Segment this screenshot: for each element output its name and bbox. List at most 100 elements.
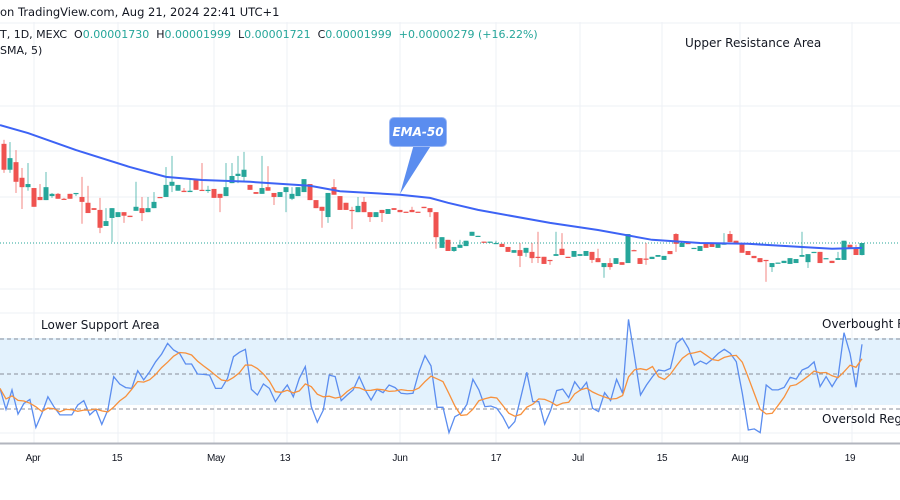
candle bbox=[445, 239, 451, 251]
candles bbox=[1, 139, 865, 282]
candle-body bbox=[61, 198, 67, 200]
x-tick-label: Aug bbox=[731, 453, 749, 464]
candle-body bbox=[679, 242, 685, 247]
candle bbox=[49, 192, 55, 198]
candle bbox=[679, 242, 685, 247]
candle-body bbox=[847, 244, 853, 248]
candle-body bbox=[133, 206, 139, 211]
candle-body bbox=[139, 208, 145, 214]
x-tick-label: Jul bbox=[572, 453, 584, 464]
candle-body bbox=[403, 211, 409, 213]
candle-body bbox=[757, 258, 763, 263]
candle-body bbox=[835, 258, 841, 260]
candle bbox=[607, 258, 613, 270]
candle-body bbox=[805, 254, 811, 263]
candle-body bbox=[103, 221, 109, 226]
candle-body bbox=[7, 158, 13, 170]
candle-body bbox=[73, 192, 79, 195]
candle bbox=[253, 192, 259, 194]
close-value: 0.00001999 bbox=[325, 28, 392, 41]
candle bbox=[535, 231, 541, 264]
candle-body bbox=[595, 258, 601, 263]
candle-body bbox=[505, 246, 511, 252]
candle bbox=[139, 196, 145, 222]
candle bbox=[775, 262, 781, 264]
candle bbox=[511, 250, 517, 253]
candle bbox=[745, 250, 751, 256]
candle bbox=[199, 163, 205, 192]
candle-body bbox=[355, 205, 361, 213]
candle-body bbox=[121, 212, 127, 216]
candle-body bbox=[85, 202, 91, 214]
candle bbox=[235, 155, 241, 184]
candle-body bbox=[577, 254, 583, 256]
candle-body bbox=[451, 246, 457, 251]
candle-body bbox=[583, 250, 589, 256]
candle bbox=[547, 259, 553, 265]
candle-body bbox=[439, 237, 445, 248]
candle-body bbox=[43, 187, 49, 201]
symbol-info: T, 1D, MEXC bbox=[0, 28, 68, 41]
candle-body bbox=[229, 175, 235, 184]
candle-body bbox=[535, 256, 541, 258]
candle-body bbox=[787, 258, 793, 264]
candle-body bbox=[673, 234, 679, 244]
candle bbox=[691, 247, 697, 250]
candle-body bbox=[37, 196, 43, 201]
candle-body bbox=[313, 200, 319, 209]
candle-body bbox=[649, 256, 655, 260]
published-header: on TradingView.com, Aug 21, 2024 22:41 U… bbox=[0, 5, 280, 19]
candle bbox=[163, 167, 169, 197]
x-tick-label: 17 bbox=[490, 453, 502, 464]
candle bbox=[727, 230, 733, 243]
candle-body bbox=[589, 251, 595, 260]
candle bbox=[487, 241, 493, 243]
candle-body bbox=[607, 263, 613, 268]
candle-body bbox=[631, 250, 637, 252]
candle bbox=[229, 163, 235, 184]
low-label: L bbox=[237, 28, 245, 41]
candle-body bbox=[241, 169, 247, 177]
candle bbox=[733, 240, 739, 243]
candle bbox=[571, 250, 577, 257]
candle-body bbox=[169, 181, 175, 186]
candle bbox=[211, 188, 217, 198]
candle bbox=[505, 246, 511, 252]
candle-body bbox=[685, 242, 691, 245]
overbought-label: Overbought Region bbox=[822, 317, 900, 331]
candle bbox=[763, 259, 769, 282]
candle-body bbox=[559, 248, 565, 256]
candle bbox=[67, 193, 73, 199]
candle bbox=[217, 193, 223, 213]
candle bbox=[481, 241, 487, 243]
candle bbox=[493, 240, 499, 245]
candle bbox=[421, 206, 427, 209]
candle bbox=[583, 250, 589, 256]
candle-body bbox=[415, 211, 421, 213]
candle-body bbox=[265, 187, 271, 191]
candle-body bbox=[19, 177, 25, 188]
candle-body bbox=[703, 242, 709, 248]
candle bbox=[841, 240, 847, 260]
candle-body bbox=[745, 250, 751, 256]
candle bbox=[31, 188, 37, 207]
candle bbox=[529, 242, 535, 264]
candle bbox=[391, 208, 397, 210]
candle bbox=[1, 139, 7, 173]
candle bbox=[271, 192, 277, 206]
candle bbox=[313, 200, 319, 209]
candle-body bbox=[145, 208, 151, 213]
candle-body bbox=[349, 209, 355, 212]
candle bbox=[559, 233, 565, 256]
lower-support-label: Lower Support Area bbox=[41, 318, 160, 332]
candle-body bbox=[193, 180, 199, 190]
candle bbox=[43, 171, 49, 201]
candle bbox=[457, 239, 463, 248]
candle bbox=[829, 260, 835, 264]
candle-body bbox=[163, 184, 169, 197]
candle-body bbox=[715, 243, 721, 248]
candle-body bbox=[391, 208, 397, 210]
candle bbox=[349, 206, 355, 230]
candle bbox=[61, 197, 67, 200]
